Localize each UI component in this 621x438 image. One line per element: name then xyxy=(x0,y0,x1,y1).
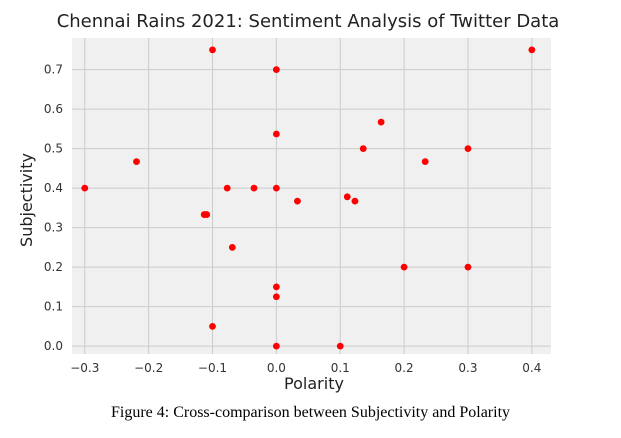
data-point xyxy=(209,46,216,54)
x-tick-label: 0.1 xyxy=(331,361,350,375)
x-axis-ticks: −0.3 −0.2 −0.1 0.0 0.1 0.2 0.3 0.4 xyxy=(70,361,541,375)
data-point xyxy=(81,184,89,192)
y-tick-label: 0.4 xyxy=(44,181,63,195)
chart-figure: −0.3 −0.2 −0.1 0.0 0.1 0.2 0.3 0.4 0.0 0.1 0.2 0.3… xyxy=(17,11,560,393)
x-axis-label: Polarity xyxy=(284,374,344,393)
data-point xyxy=(421,158,429,166)
data-point xyxy=(250,184,258,192)
x-tick-label: 0.3 xyxy=(458,361,477,375)
data-point xyxy=(351,197,359,205)
x-tick-label: −0.3 xyxy=(70,361,99,375)
y-tick-label: 0.3 xyxy=(44,221,63,235)
data-point xyxy=(272,342,280,350)
data-point xyxy=(359,145,367,153)
y-axis-label: Subjectivity xyxy=(17,153,36,247)
y-axis-ticks: 0.0 0.1 0.2 0.3 0.4 0.5 0.6 0.7 xyxy=(44,63,63,354)
data-point xyxy=(272,66,280,73)
data-point xyxy=(272,184,280,192)
x-tick-label: −0.1 xyxy=(198,361,227,375)
chart-title: Chennai Rains 2021: Sentiment Analysis o… xyxy=(57,11,560,32)
data-point xyxy=(343,193,351,201)
x-tick-label: −0.2 xyxy=(134,361,163,375)
data-point xyxy=(336,342,344,350)
y-tick-label: 0.1 xyxy=(44,300,63,314)
y-tick-label: 0.2 xyxy=(44,260,63,274)
y-tick-label: 0.0 xyxy=(44,339,63,353)
x-tick-label: 0.0 xyxy=(267,361,286,375)
data-point xyxy=(223,184,231,192)
data-point xyxy=(209,322,216,330)
data-point xyxy=(464,145,472,153)
data-point xyxy=(377,118,385,126)
y-tick-label: 0.7 xyxy=(44,63,63,77)
x-tick-label: 0.4 xyxy=(522,361,541,375)
data-point xyxy=(203,211,211,218)
data-points xyxy=(81,46,536,350)
y-tick-label: 0.5 xyxy=(44,142,63,156)
x-tick-label: 0.2 xyxy=(395,361,414,375)
scatter-chart: −0.3 −0.2 −0.1 0.0 0.1 0.2 0.3 0.4 0.0 0.1 0.2 0.3… xyxy=(17,11,560,393)
grid-lines xyxy=(72,38,551,354)
data-point xyxy=(272,283,280,291)
y-tick-label: 0.6 xyxy=(44,102,63,116)
plot-area xyxy=(72,38,551,354)
data-point xyxy=(272,130,280,138)
data-point xyxy=(133,158,140,166)
data-point xyxy=(272,293,280,301)
data-point xyxy=(294,197,301,205)
data-point xyxy=(400,263,408,271)
figure-caption: Figure 4: Cross-comparison between Subje… xyxy=(110,404,511,421)
data-point xyxy=(464,263,472,271)
data-point xyxy=(228,243,236,251)
data-point xyxy=(528,46,536,54)
